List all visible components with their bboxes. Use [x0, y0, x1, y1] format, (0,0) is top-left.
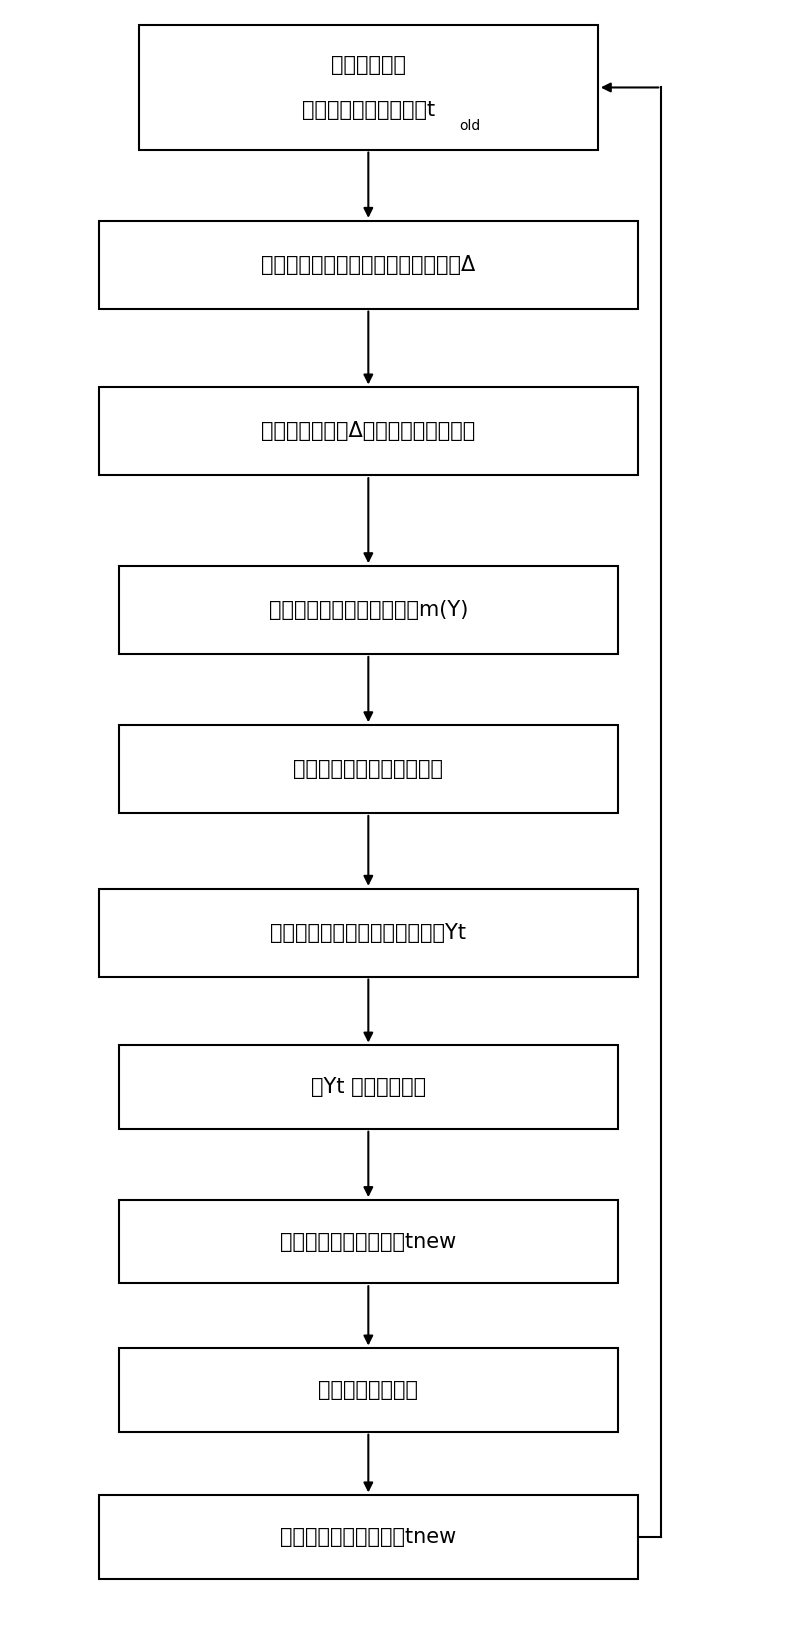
Text: 采集一帧图像: 采集一帧图像: [331, 55, 406, 75]
Text: 输出下一帧的曝光时间tnew: 输出下一帧的曝光时间tnew: [280, 1526, 457, 1548]
Bar: [99, 889, 638, 976]
Text: 将图像亮度大于Δ的像素作为目标图像: 将图像亮度大于Δ的像素作为目标图像: [262, 422, 475, 441]
Text: 并记录该帧的曝光时间t: 并记录该帧的曝光时间t: [302, 99, 435, 121]
Text: 对目标图像做直方图均衡化: 对目标图像做直方图均衡化: [294, 759, 443, 779]
Bar: [119, 725, 618, 813]
Bar: [119, 1349, 618, 1432]
Bar: [119, 567, 618, 653]
Bar: [99, 222, 638, 308]
Text: 曝光时间容限判断: 曝光时间容限判断: [318, 1380, 418, 1399]
Bar: [99, 1495, 638, 1579]
Text: old: old: [459, 119, 481, 134]
Bar: [138, 26, 598, 150]
Text: 计算下一帧的曝光时间tnew: 计算下一帧的曝光时间tnew: [280, 1232, 457, 1251]
Text: 计算出目标图像亮度的均值m(Y): 计算出目标图像亮度的均值m(Y): [269, 599, 468, 621]
Bar: [119, 1046, 618, 1129]
Text: 将Yt 作为最优均值: 将Yt 作为最优均值: [310, 1077, 426, 1098]
Bar: [99, 388, 638, 476]
Text: 计算均衡化后的目标图像的均值Yt: 计算均衡化后的目标图像的均值Yt: [270, 922, 466, 943]
Text: 使用大津阈值法得到该帧图像的阈值Δ: 使用大津阈值法得到该帧图像的阈值Δ: [262, 254, 475, 275]
Bar: [119, 1201, 618, 1284]
